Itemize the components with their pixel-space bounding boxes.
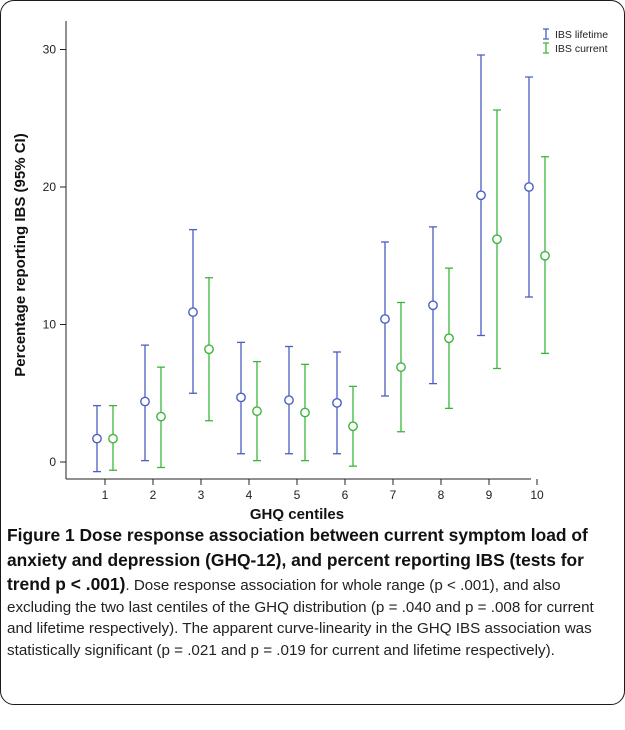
data-point <box>300 407 310 418</box>
data-point <box>444 333 454 344</box>
data-point <box>284 395 294 406</box>
data-point <box>204 344 214 355</box>
legend-label: IBS current <box>555 43 608 55</box>
data-point <box>348 421 358 432</box>
data-point <box>396 362 406 373</box>
x-tick-label: 8 <box>438 488 445 502</box>
figure-frame: 0 10 20 30 1 2 3 4 5 6 7 8 9 10 IBS lifetime IBS curre… <box>0 0 625 705</box>
data-point <box>492 234 502 245</box>
x-tick-label: 6 <box>342 488 349 502</box>
data-point <box>540 250 550 261</box>
x-tick-label: 7 <box>390 488 397 502</box>
x-tick-label: 2 <box>150 488 157 502</box>
x-tick-label: 3 <box>198 488 205 502</box>
data-point <box>476 190 486 201</box>
data-point <box>188 307 198 318</box>
series-ibs-lifetime <box>92 54 534 473</box>
series-ibs-current <box>108 109 550 471</box>
x-tick-label: 5 <box>294 488 301 502</box>
chart-marks <box>92 54 550 473</box>
legend-label: IBS lifetime <box>555 29 608 41</box>
x-tick-label: 4 <box>246 488 253 502</box>
data-point <box>524 182 534 192</box>
x-tick-label: 10 <box>530 488 544 502</box>
data-point <box>156 411 166 422</box>
x-axis-label: GHQ centiles <box>250 506 344 521</box>
y-tick-label: 0 <box>49 455 56 469</box>
data-point <box>92 433 102 444</box>
data-point <box>332 397 342 408</box>
data-point <box>236 392 246 403</box>
data-point <box>428 300 438 311</box>
axes: 0 10 20 30 1 2 3 4 5 6 7 8 9 10 <box>43 21 544 502</box>
x-tick-label: 9 <box>486 488 493 502</box>
caption-title: Figure 1 Dose response association betwe… <box>7 525 588 594</box>
y-tick-label: 20 <box>43 180 57 194</box>
caption-body: . Dose response association for whole ra… <box>7 577 594 659</box>
data-point <box>380 314 390 324</box>
y-tick-label: 30 <box>43 43 57 57</box>
chart: 0 10 20 30 1 2 3 4 5 6 7 8 9 10 IBS lifetime IBS curre… <box>12 21 608 521</box>
data-point <box>140 396 150 407</box>
figure-caption: Figure 1 Dose response association betwe… <box>7 523 619 661</box>
data-point <box>252 406 262 417</box>
y-tick-label: 10 <box>43 318 57 332</box>
y-axis-label: Percentage reporting IBS (95% CI) <box>12 133 29 376</box>
legend: IBS lifetime IBS current <box>543 28 608 55</box>
data-point <box>108 433 118 444</box>
x-tick-label: 1 <box>102 488 109 502</box>
